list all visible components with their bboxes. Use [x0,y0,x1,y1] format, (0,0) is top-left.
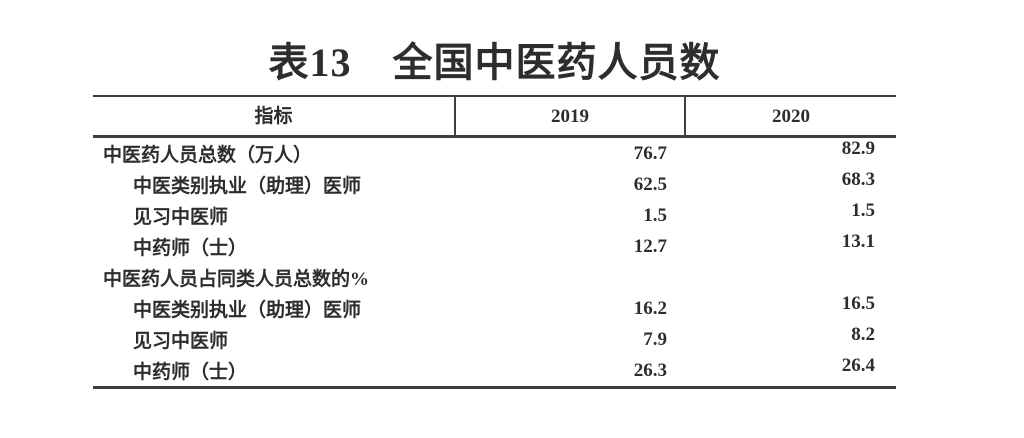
row-label: 见习中医师 [133,207,229,228]
value-2019: 7.9 [643,328,667,350]
table-row: 中药师（士） 26.3 26.4 [93,355,896,386]
row-label: 中医药人员占同类人员总数的% [103,269,370,290]
value-2019: 76.7 [633,142,667,164]
row-label: 见习中医师 [133,331,229,352]
value-2020: 82.9 [841,137,875,159]
row-label: 中医类别执业（助理）医师 [133,176,362,197]
value-2019: 16.2 [633,297,667,319]
row-label: 中药师（士） [133,238,248,259]
statistics-table: 指标 2019 2020 中医药人员总数（万人） 76.7 82.9 中医类别执… [93,95,896,389]
value-2020: 16.5 [841,292,875,314]
table-row: 中医类别执业（助理）医师 16.2 16.5 [93,293,896,324]
header-cell-indicator: 指标 [254,106,293,127]
row-label: 中医类别执业（助理）医师 [133,300,362,321]
value-2020: 68.3 [841,168,875,190]
table-row: 中医药人员总数（万人） 76.7 82.9 [93,138,896,169]
table-title: 表13 全国中医药人员数 [268,40,721,85]
value-2019: 1.5 [643,204,667,226]
table-row: 中药师（士） 12.7 13.1 [93,231,896,262]
table-row: 见习中医师 7.9 8.2 [93,324,896,355]
table-row: 见习中医师 1.5 1.5 [93,200,896,231]
value-2020: 13.1 [841,230,875,252]
value-2020: 1.5 [851,199,875,221]
header-cell-2020: 2020 [772,106,810,127]
row-label: 中药师（士） [133,362,248,383]
table-body: 中医药人员总数（万人） 76.7 82.9 中医类别执业（助理）医师 62.5 … [93,138,896,389]
value-2019: 62.5 [633,173,667,195]
value-2020: 26.4 [841,354,875,376]
value-2019: 26.3 [633,359,667,381]
table-row: 中医药人员占同类人员总数的% [93,262,896,293]
value-2020: 8.2 [851,323,875,345]
value-2019: 12.7 [633,235,667,257]
row-label: 中医药人员总数（万人） [103,145,313,166]
header-cell-2019: 2019 [454,97,686,135]
table-row: 中医类别执业（助理）医师 62.5 68.3 [93,169,896,200]
table-header-row: 指标 2019 2020 [93,95,896,138]
